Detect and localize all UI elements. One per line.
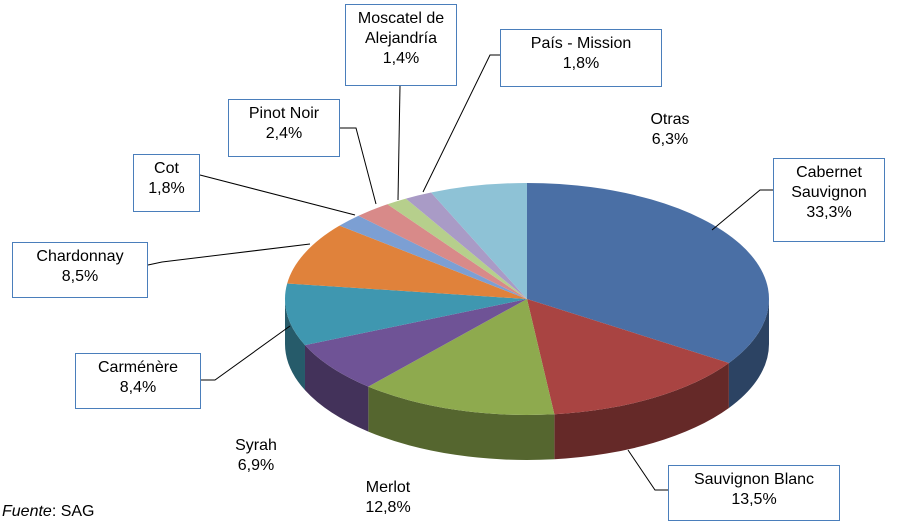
data-label: Chardonnay 8,5%: [12, 242, 148, 298]
leader-line: [711, 189, 773, 231]
slice: [339, 215, 527, 299]
source-label: Fuente: [2, 503, 52, 520]
leader-line: [627, 449, 668, 491]
leader-line: [340, 127, 377, 205]
label-name: Merlot: [365, 479, 411, 496]
label-value: 8,5%: [61, 268, 99, 285]
label-value: 6,3%: [651, 131, 689, 148]
source-text: : SAG: [51, 503, 95, 520]
data-label: Pinot Noir 2,4%: [228, 99, 340, 157]
slice: [527, 183, 769, 363]
label-value: 1,8%: [148, 180, 185, 197]
label-value: 1,8%: [562, 55, 600, 72]
leader-line: [397, 85, 401, 201]
slice-side: [554, 362, 729, 460]
leader-line: [147, 243, 311, 266]
label-name: Sauvignon Blanc: [693, 471, 815, 488]
label-name: Syrah: [235, 437, 277, 454]
slice: [527, 299, 729, 415]
leader-line: [422, 54, 500, 193]
label-name: Carménère: [97, 359, 179, 376]
slice: [287, 225, 527, 299]
slice-side: [285, 299, 305, 391]
data-label: Moscatel de Alejandría 1,4%: [345, 4, 457, 86]
slice: [431, 183, 527, 299]
label-value: 33,3%: [806, 204, 852, 221]
slice: [304, 299, 527, 387]
data-label: Sauvignon Blanc 13,5%: [668, 465, 840, 521]
label-name: Cot: [154, 160, 179, 177]
source: Fuente: SAG: [2, 503, 95, 521]
slice: [284, 283, 527, 346]
label-value: 6,9%: [237, 457, 275, 474]
data-label: Cabernet Sauvignon 33,3%: [773, 158, 885, 242]
label-name: Chardonnay: [36, 248, 124, 265]
data-label: Merlot 12,8%: [346, 474, 430, 530]
label-value: 8,4%: [119, 379, 157, 396]
data-label: Carménère 8,4%: [75, 353, 201, 409]
data-label: Syrah 6,9%: [216, 432, 296, 490]
label-value: 2,4%: [265, 125, 303, 142]
label-value: 13,5%: [731, 491, 777, 508]
label-value: 12,8%: [365, 499, 411, 516]
label-value: 1,4%: [382, 50, 420, 67]
label-name: País - Mission: [530, 35, 632, 52]
label-name: Cabernet Sauvignon: [791, 164, 867, 201]
label-name: Pinot Noir: [248, 105, 320, 122]
label-name: Moscatel de Alejandría: [357, 10, 445, 47]
slice-side: [368, 386, 555, 460]
slice: [405, 192, 527, 299]
data-label: Otras 6,3%: [628, 106, 712, 164]
data-label: País - Mission 1,8%: [500, 29, 662, 87]
data-label: Cot 1,8%: [133, 154, 200, 212]
slice: [368, 299, 555, 415]
leader-line: [199, 174, 356, 216]
leader-line: [201, 325, 291, 381]
label-name: Otras: [650, 111, 690, 128]
slice-side: [728, 299, 769, 408]
slice: [358, 204, 527, 299]
slice-side: [304, 345, 369, 432]
slice: [387, 198, 527, 299]
